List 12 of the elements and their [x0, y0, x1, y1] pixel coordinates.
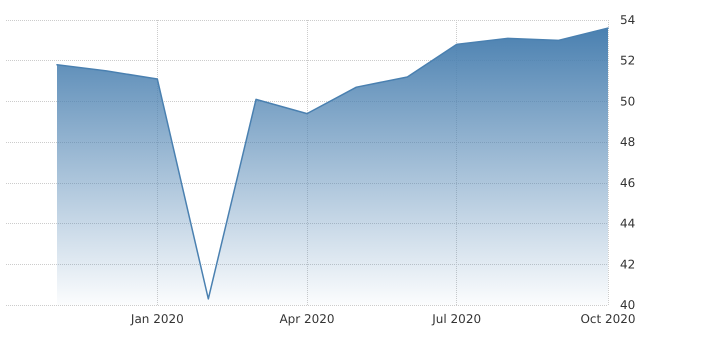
y-tick-label: 46 — [620, 176, 636, 190]
x-tick-label: Jul 2020 — [431, 312, 482, 326]
y-tick-label: 42 — [620, 257, 636, 272]
y-tick-label: 54 — [620, 13, 636, 27]
x-tick-label: Apr 2020 — [279, 312, 335, 326]
x-tick-label: Oct 2020 — [580, 312, 636, 326]
y-tick-label: 44 — [620, 216, 636, 231]
x-tick-label: Jan 2020 — [130, 312, 184, 326]
y-tick-label: 52 — [620, 54, 636, 68]
y-tick-label: 40 — [620, 298, 636, 312]
y-tick-label: 50 — [620, 94, 636, 108]
y-tick-label: 48 — [620, 135, 636, 150]
